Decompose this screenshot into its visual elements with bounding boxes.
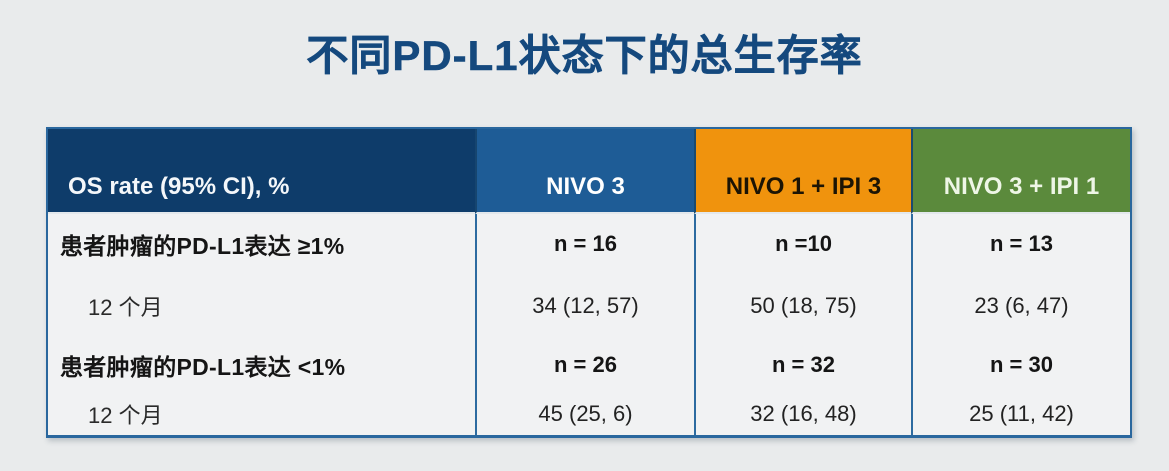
cell-rate-nivo3-ipi1-lt1: 25 (11, 42): [911, 392, 1130, 435]
cell-n-nivo1-ipi3-ge1: n =10: [694, 214, 911, 274]
row-label-pdl1-ge1: 患者肿瘤的PD-L1表达 ≥1%: [60, 233, 345, 259]
row-label-12-months-ge1: 12 个月: [88, 295, 163, 320]
os-rate-table: OS rate (95% CI), % NIVO 3 NIVO 1 + IPI …: [46, 127, 1132, 438]
table-header-nivo3-ipi1: NIVO 3 + IPI 1: [911, 129, 1130, 214]
cell-n-nivo3-lt1: n = 26: [475, 338, 694, 392]
cell-rate-nivo3-lt1: 45 (25, 6): [475, 392, 694, 435]
table-header-nivo1-ipi3: NIVO 1 + IPI 3: [694, 129, 911, 214]
cell-rate-nivo3-ipi1-ge1: 23 (6, 47): [911, 274, 1130, 338]
cell-rate-nivo1-ipi3-ge1: 50 (18, 75): [694, 274, 911, 338]
cell-rate-nivo3-ge1: 34 (12, 57): [475, 274, 694, 338]
cell-rate-nivo1-ipi3-lt1: 32 (16, 48): [694, 392, 911, 435]
cell-n-nivo3-ge1: n = 16: [475, 214, 694, 274]
row-label-pdl1-lt1: 患者肿瘤的PD-L1表达 <1%: [60, 354, 346, 380]
page-title: 不同PD-L1状态下的总生存率: [306, 32, 863, 80]
cell-n-nivo3-ipi1-ge1: n = 13: [911, 214, 1130, 274]
table-header-nivo3: NIVO 3: [475, 129, 694, 214]
row-label-12-months-lt1: 12 个月: [88, 402, 163, 428]
cell-n-nivo3-ipi1-lt1: n = 30: [911, 338, 1130, 392]
table-header-os-rate: OS rate (95% CI), %: [48, 129, 475, 214]
cell-n-nivo1-ipi3-lt1: n = 32: [694, 338, 911, 392]
